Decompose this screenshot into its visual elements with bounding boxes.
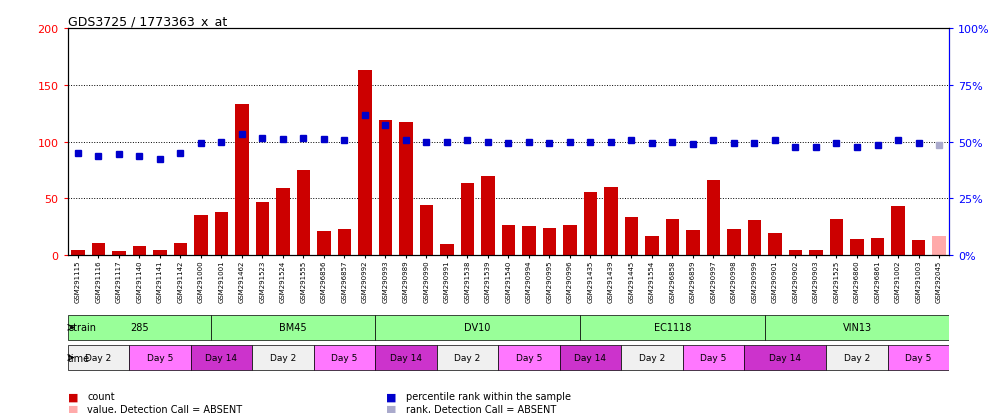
Bar — [375, 315, 580, 340]
Bar — [830, 219, 843, 256]
Bar — [625, 217, 638, 256]
Bar — [297, 171, 310, 256]
Bar — [871, 239, 885, 256]
Text: ■: ■ — [386, 404, 397, 413]
Text: rank, Detection Call = ABSENT: rank, Detection Call = ABSENT — [406, 404, 556, 413]
Bar — [543, 228, 556, 256]
Bar — [436, 345, 498, 370]
Text: ■: ■ — [68, 404, 79, 413]
Text: value, Detection Call = ABSENT: value, Detection Call = ABSENT — [87, 404, 243, 413]
Text: Day 5: Day 5 — [906, 353, 931, 362]
Bar — [112, 251, 125, 256]
Text: percentile rank within the sample: percentile rank within the sample — [406, 392, 571, 401]
Text: strain: strain — [68, 323, 96, 332]
Bar — [522, 226, 536, 256]
Bar — [153, 250, 167, 256]
Bar — [580, 315, 764, 340]
Bar — [191, 345, 252, 370]
Bar — [764, 315, 949, 340]
Bar — [215, 213, 228, 256]
Bar — [666, 219, 679, 256]
Text: Day 5: Day 5 — [701, 353, 727, 362]
Bar — [358, 71, 372, 256]
Bar — [583, 192, 597, 256]
Text: Day 5: Day 5 — [516, 353, 542, 362]
Text: Day 14: Day 14 — [769, 353, 801, 362]
Bar — [564, 225, 577, 256]
Bar — [707, 181, 720, 256]
Bar — [419, 206, 433, 256]
Bar — [68, 315, 211, 340]
Bar — [604, 188, 617, 256]
Text: ■: ■ — [386, 392, 397, 401]
Text: Day 2: Day 2 — [85, 353, 111, 362]
Text: count: count — [87, 392, 115, 401]
Bar — [481, 176, 495, 256]
Text: VIN13: VIN13 — [843, 323, 872, 332]
Text: Day 14: Day 14 — [575, 353, 606, 362]
Bar — [375, 345, 436, 370]
Bar — [236, 105, 248, 256]
Text: time: time — [68, 353, 90, 363]
Bar — [72, 250, 84, 256]
Bar — [645, 236, 659, 256]
Bar — [502, 225, 515, 256]
Bar — [400, 123, 413, 256]
Bar — [683, 345, 745, 370]
Text: ■: ■ — [68, 392, 79, 401]
Bar — [789, 250, 802, 256]
Bar — [132, 247, 146, 256]
Bar — [888, 345, 949, 370]
Bar — [461, 183, 474, 256]
Bar — [911, 241, 925, 256]
Text: Day 2: Day 2 — [269, 353, 296, 362]
Bar — [850, 240, 864, 256]
Bar — [379, 121, 392, 256]
Bar — [768, 233, 781, 256]
Bar — [728, 230, 741, 256]
Text: DV10: DV10 — [464, 323, 491, 332]
Bar — [826, 345, 888, 370]
Bar — [560, 345, 621, 370]
Bar — [440, 244, 453, 256]
Bar — [314, 345, 375, 370]
Bar — [91, 243, 105, 256]
Bar — [317, 232, 331, 256]
Bar — [892, 207, 905, 256]
Text: EC1118: EC1118 — [654, 323, 691, 332]
Text: Day 5: Day 5 — [331, 353, 358, 362]
Text: 285: 285 — [130, 323, 149, 332]
Bar — [932, 236, 945, 256]
Text: Day 5: Day 5 — [147, 353, 173, 362]
Bar — [686, 231, 700, 256]
Bar — [255, 202, 269, 256]
Bar — [194, 216, 208, 256]
Bar — [252, 345, 314, 370]
Text: Day 2: Day 2 — [639, 353, 665, 362]
Bar — [498, 345, 560, 370]
Text: Day 2: Day 2 — [454, 353, 480, 362]
Bar — [621, 345, 683, 370]
Bar — [129, 345, 191, 370]
Bar — [338, 230, 351, 256]
Bar — [747, 221, 761, 256]
Text: GDS3725 / 1773363_x_at: GDS3725 / 1773363_x_at — [68, 15, 227, 28]
Text: BM45: BM45 — [279, 323, 307, 332]
Bar — [174, 243, 187, 256]
Text: Day 14: Day 14 — [206, 353, 238, 362]
Bar — [211, 315, 375, 340]
Bar — [745, 345, 826, 370]
Bar — [68, 345, 129, 370]
Text: Day 2: Day 2 — [844, 353, 870, 362]
Bar — [809, 250, 823, 256]
Bar — [276, 189, 289, 256]
Text: Day 14: Day 14 — [390, 353, 421, 362]
